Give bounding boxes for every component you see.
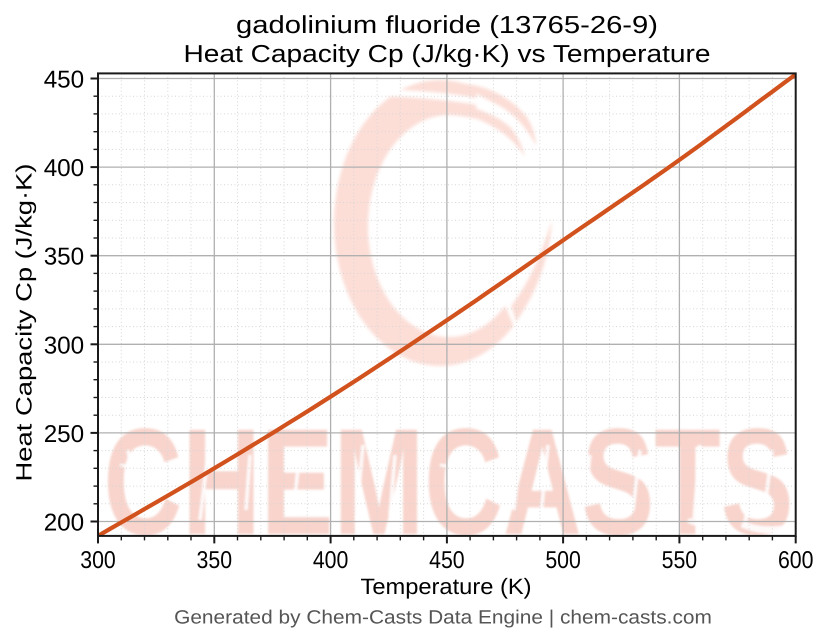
svg-text:450: 450 <box>44 67 85 94</box>
svg-text:Temperature (K): Temperature (K) <box>361 574 532 599</box>
svg-text:CHEMCASTS: CHEMCASTS <box>104 398 794 567</box>
svg-text:400: 400 <box>313 547 349 574</box>
svg-text:250: 250 <box>44 421 85 448</box>
svg-text:Generated by Chem-Casts Data E: Generated by Chem-Casts Data Engine | ch… <box>174 608 712 629</box>
svg-text:Heat Capacity Cp (J/kg·K): Heat Capacity Cp (J/kg·K) <box>12 164 37 482</box>
svg-text:350: 350 <box>44 244 85 271</box>
svg-text:200: 200 <box>44 510 85 537</box>
svg-text:500: 500 <box>545 547 581 574</box>
svg-text:400: 400 <box>44 155 85 182</box>
svg-text:300: 300 <box>80 547 116 574</box>
svg-text:450: 450 <box>429 547 465 574</box>
svg-text:600: 600 <box>778 547 814 574</box>
svg-text:300: 300 <box>44 332 85 359</box>
svg-text:350: 350 <box>197 547 233 574</box>
svg-text:gadolinium fluoride (13765-26-: gadolinium fluoride (13765-26-9) <box>236 12 658 39</box>
svg-text:550: 550 <box>662 547 698 574</box>
svg-text:Heat Capacity Cp (J/kg·K) vs T: Heat Capacity Cp (J/kg·K) vs Temperature <box>184 41 711 68</box>
